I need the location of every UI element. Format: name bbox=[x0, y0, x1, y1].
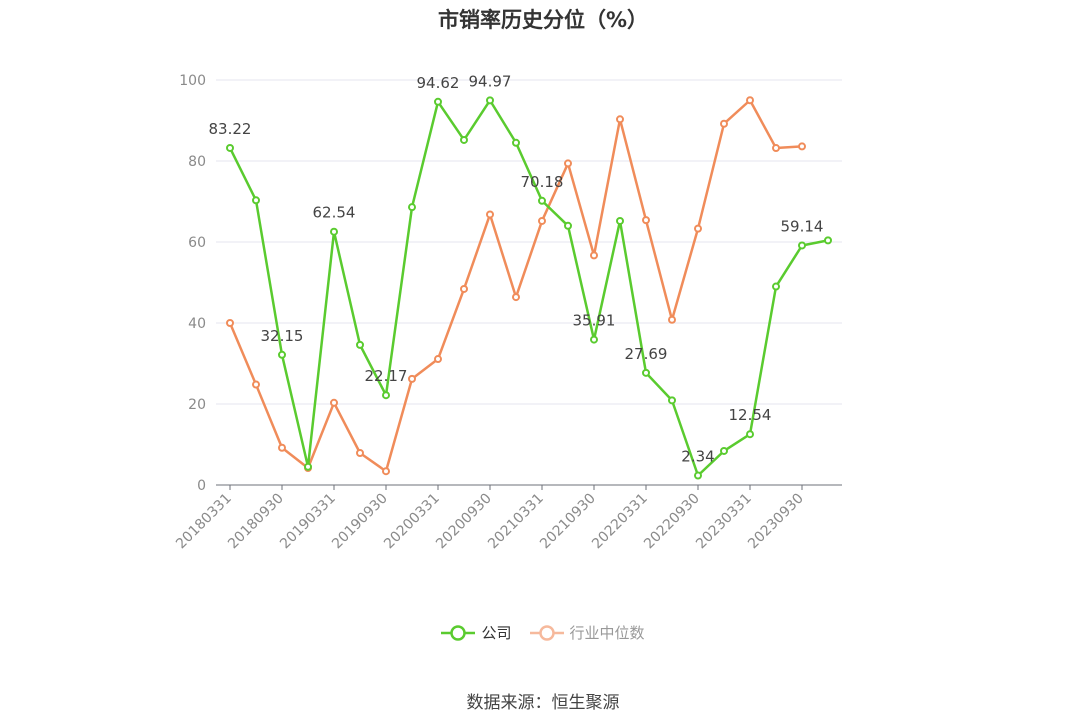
industry-point bbox=[694, 224, 702, 233]
company-point bbox=[642, 368, 650, 377]
legend-item-industry[interactable]: 行业中位数 bbox=[529, 622, 645, 643]
company-point bbox=[616, 216, 624, 225]
company-point bbox=[252, 196, 260, 205]
company-point bbox=[746, 430, 754, 439]
x-axis: 2018033120180930201903312019093020200331… bbox=[173, 484, 842, 553]
company-point bbox=[564, 221, 572, 230]
company-point bbox=[798, 241, 806, 250]
industry-point bbox=[486, 210, 494, 219]
company-data-label: 94.97 bbox=[469, 72, 512, 90]
company-point bbox=[356, 340, 364, 349]
x-tick-label: 20200331 bbox=[381, 491, 443, 553]
industry-point bbox=[772, 144, 780, 153]
legend-item-company[interactable]: 公司 bbox=[441, 622, 512, 643]
industry-point bbox=[538, 216, 546, 225]
x-tick-label: 20220930 bbox=[641, 491, 703, 553]
series-company bbox=[226, 96, 832, 480]
x-tick-label: 20190331 bbox=[277, 491, 339, 553]
x-tick-label: 20230331 bbox=[693, 491, 755, 553]
grid-lines bbox=[216, 79, 842, 405]
company-data-label: 83.22 bbox=[209, 120, 252, 138]
chart-title: 市销率历史分位（%） bbox=[437, 8, 649, 32]
x-tick-label: 20220331 bbox=[589, 491, 651, 553]
company-point bbox=[278, 350, 286, 359]
company-point bbox=[694, 471, 702, 480]
x-tick-label: 20180331 bbox=[173, 491, 235, 553]
data-labels: 83.22 32.15 62.54 22.17 94.62 94.97 70.18 35.91… bbox=[209, 72, 824, 465]
company-point bbox=[382, 391, 390, 400]
company-data-label: 12.54 bbox=[729, 406, 772, 424]
series-industry bbox=[226, 96, 806, 476]
company-point bbox=[772, 282, 780, 291]
x-tick-label: 20210331 bbox=[485, 491, 547, 553]
y-tick-label: 20 bbox=[188, 397, 206, 413]
legend-company-icon bbox=[441, 624, 476, 641]
legend-company-label: 公司 bbox=[481, 624, 512, 642]
industry-point bbox=[616, 115, 624, 124]
industry-point bbox=[434, 355, 442, 364]
company-data-label: 35.91 bbox=[573, 312, 616, 330]
x-tick-label: 20230930 bbox=[745, 491, 807, 553]
data-source: 数据来源：恒生聚源 bbox=[466, 693, 620, 713]
industry-point bbox=[798, 142, 806, 151]
company-data-label: 27.69 bbox=[625, 345, 668, 363]
x-tick-label: 20180930 bbox=[225, 491, 287, 553]
y-tick-label: 0 bbox=[197, 478, 206, 494]
industry-point bbox=[590, 251, 598, 260]
y-tick-label: 40 bbox=[188, 316, 206, 332]
company-point bbox=[486, 96, 494, 105]
company-line bbox=[228, 99, 829, 477]
industry-point bbox=[642, 216, 650, 225]
industry-point bbox=[746, 96, 754, 105]
company-point bbox=[460, 135, 468, 144]
industry-point bbox=[382, 467, 390, 476]
company-point bbox=[408, 203, 416, 212]
company-point bbox=[434, 97, 442, 106]
company-point bbox=[512, 138, 520, 147]
industry-point bbox=[460, 284, 468, 293]
company-point bbox=[226, 143, 234, 152]
y-axis: 0 20 40 60 80 100 bbox=[179, 73, 206, 494]
industry-point bbox=[226, 319, 234, 327]
y-tick-label: 80 bbox=[188, 154, 206, 170]
company-point bbox=[590, 335, 598, 344]
x-tick-label: 20200930 bbox=[433, 491, 495, 553]
industry-point bbox=[330, 398, 338, 407]
x-tick-label: 20190930 bbox=[329, 491, 391, 553]
company-data-label: 59.14 bbox=[781, 217, 824, 235]
company-data-label: 2.34 bbox=[681, 448, 714, 466]
company-data-label: 32.15 bbox=[261, 327, 304, 345]
company-point bbox=[720, 446, 728, 455]
legend-industry-icon bbox=[529, 624, 564, 641]
industry-line bbox=[228, 99, 803, 473]
company-data-label: 62.54 bbox=[313, 204, 356, 222]
company-data-label: 94.62 bbox=[417, 74, 460, 92]
industry-point bbox=[252, 380, 260, 389]
legend: 公司 行业中位数 bbox=[0, 622, 1086, 643]
industry-point bbox=[668, 315, 676, 324]
x-tick-label: 20210930 bbox=[537, 491, 599, 553]
industry-point bbox=[720, 119, 728, 128]
industry-point bbox=[512, 293, 520, 302]
industry-point bbox=[356, 449, 364, 458]
company-point bbox=[304, 462, 312, 471]
company-data-label: 22.17 bbox=[365, 367, 408, 385]
legend-industry-label: 行业中位数 bbox=[569, 624, 645, 642]
industry-point bbox=[278, 443, 286, 452]
y-tick-label: 100 bbox=[179, 73, 206, 89]
company-data-label: 70.18 bbox=[521, 173, 564, 191]
industry-point bbox=[408, 374, 416, 383]
y-tick-label: 60 bbox=[188, 235, 206, 251]
series-layer bbox=[226, 96, 832, 480]
industry-point bbox=[564, 159, 572, 168]
company-point bbox=[824, 236, 832, 245]
company-point bbox=[668, 396, 676, 405]
company-point bbox=[330, 227, 338, 236]
company-point bbox=[538, 196, 546, 205]
